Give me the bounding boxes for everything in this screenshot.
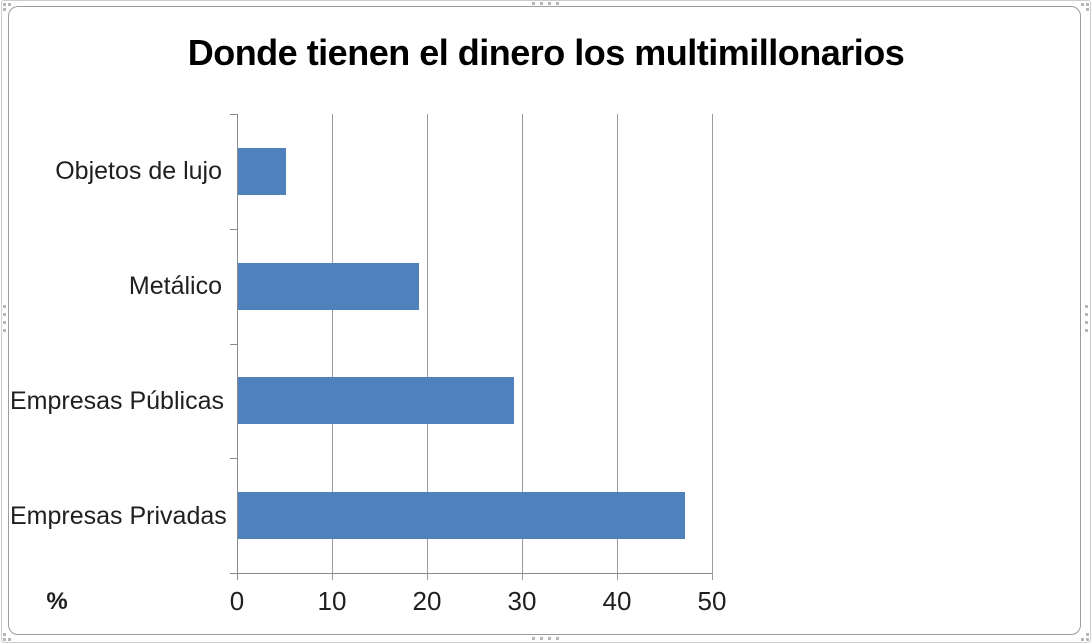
handle-dot: [532, 2, 535, 5]
resize-handle-top-right[interactable]: [1081, 3, 1089, 11]
handle-dot: [1085, 321, 1088, 324]
handle-dot: [1086, 8, 1089, 11]
handle-dot: [540, 2, 543, 5]
value-tick-label: 40: [602, 586, 632, 616]
resize-handle-left[interactable]: [3, 305, 6, 332]
category-axis-label: Metálico: [128, 272, 222, 300]
category-axis-label: Empresas Públicas: [10, 387, 224, 415]
value-tick-label: 30: [507, 586, 537, 616]
value-tick-label: 50: [697, 586, 727, 616]
handle-dot: [3, 638, 6, 641]
handle-dot: [8, 3, 11, 6]
gridline: [522, 114, 523, 580]
value-tick-label: 0: [229, 586, 245, 616]
handle-dot: [556, 637, 559, 640]
handle-dot: [3, 8, 6, 11]
bar-2[interactable]: [238, 263, 419, 310]
handle-dot: [548, 637, 551, 640]
chart-title[interactable]: Donde tienen el dinero los multimillonar…: [187, 32, 905, 73]
handle-dot: [3, 3, 6, 6]
resize-handle-right[interactable]: [1085, 305, 1088, 332]
handle-spacer: [8, 633, 11, 636]
handle-dot: [3, 633, 6, 636]
resize-handle-bottom-left[interactable]: [3, 633, 11, 641]
category-tick: [230, 573, 237, 574]
resize-handle-bottom[interactable]: [532, 637, 559, 640]
category-tick: [230, 114, 237, 115]
handle-dot: [548, 2, 551, 5]
axis-title-percent: %: [46, 588, 68, 615]
category-tick: [230, 458, 237, 459]
handle-spacer: [1081, 633, 1084, 636]
chart-area[interactable]: [8, 6, 1081, 635]
handle-dot: [3, 329, 6, 332]
category-axis-line: [237, 114, 238, 580]
bar-4[interactable]: [238, 492, 685, 539]
handle-dot: [556, 2, 559, 5]
handle-dot: [1081, 3, 1084, 6]
handle-dot: [1086, 638, 1089, 641]
handle-dot: [1086, 3, 1089, 6]
gridline: [332, 114, 333, 580]
resize-handle-top[interactable]: [532, 2, 559, 5]
value-tick-label: 10: [317, 586, 347, 616]
handle-dot: [3, 321, 6, 324]
category-axis-label: Empresas Privadas: [10, 502, 227, 530]
gridline: [712, 114, 713, 580]
handle-dot: [1081, 638, 1084, 641]
handle-dot: [1086, 633, 1089, 636]
handle-dot: [1085, 329, 1088, 332]
handle-dot: [3, 313, 6, 316]
handle-dot: [3, 305, 6, 308]
bar-3[interactable]: [238, 377, 514, 424]
category-tick: [230, 229, 237, 230]
gridline: [617, 114, 618, 580]
handle-dot: [532, 637, 535, 640]
handle-spacer: [8, 8, 11, 11]
handle-dot: [1085, 305, 1088, 308]
value-axis-line: [237, 573, 712, 574]
resize-handle-top-left[interactable]: [3, 3, 11, 11]
handle-dot: [1085, 313, 1088, 316]
category-axis-label: Objetos de lujo: [55, 157, 222, 185]
gridline: [427, 114, 428, 580]
handle-dot: [8, 638, 11, 641]
resize-handle-bottom-right[interactable]: [1081, 633, 1089, 641]
handle-spacer: [1081, 8, 1084, 11]
bar-1[interactable]: [238, 148, 286, 195]
value-tick-label: 20: [412, 586, 442, 616]
category-tick: [230, 344, 237, 345]
handle-dot: [540, 637, 543, 640]
